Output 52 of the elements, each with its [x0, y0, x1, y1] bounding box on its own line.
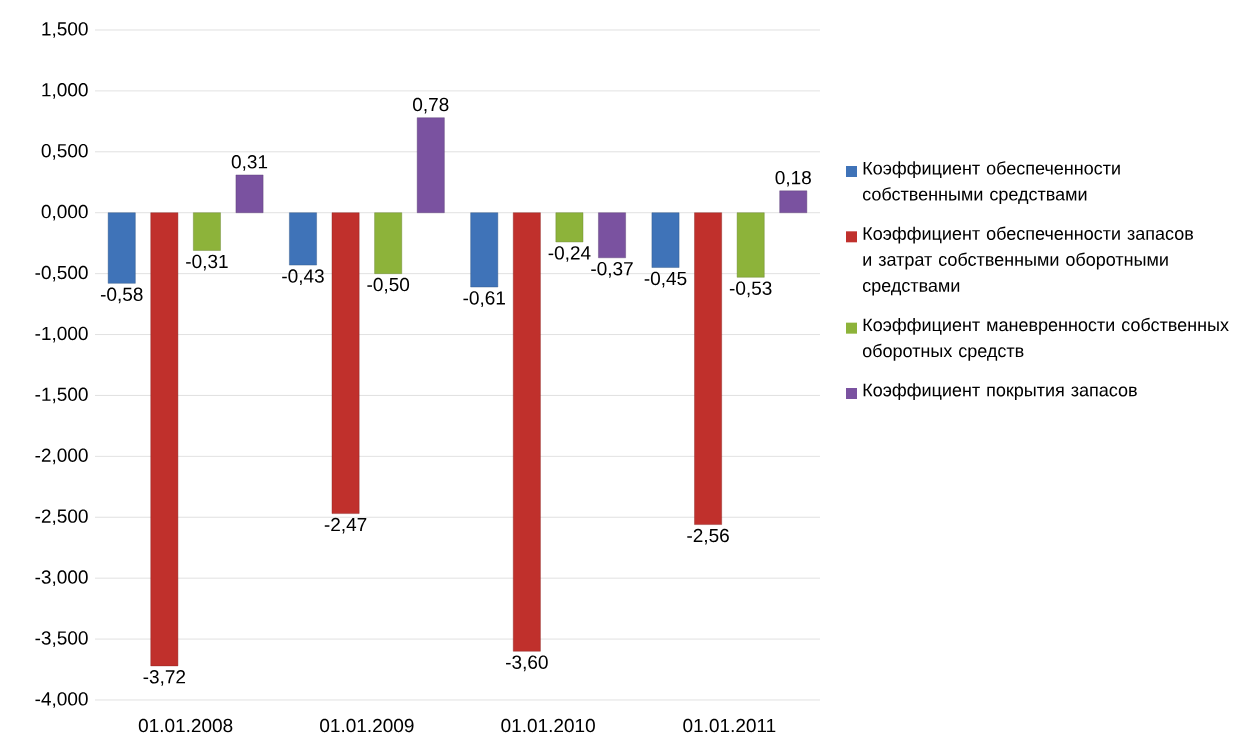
data-label: -0,61	[463, 291, 505, 307]
y-tick-label: -4,000	[35, 692, 88, 708]
y-tick-label: 0,500	[41, 143, 88, 160]
legend-label: Коэффициент покрытия запасов	[863, 383, 1137, 400]
bar	[150, 212, 179, 667]
legend-label: Коэффициент обеспеченности собственными средствами	[862, 161, 1120, 205]
y-tick-label: -1,500	[35, 387, 88, 404]
data-label: -0,24	[548, 246, 591, 262]
bar	[779, 190, 808, 213]
bar	[651, 212, 680, 268]
bar	[107, 212, 136, 284]
bar	[331, 212, 360, 514]
bar	[235, 174, 264, 213]
bar	[470, 212, 499, 288]
bar	[289, 212, 317, 266]
data-label: -0,58	[100, 287, 143, 304]
data-label: -0,43	[282, 269, 324, 285]
y-tick-label: 1,000	[42, 83, 88, 99]
y-tick-label: 1,500	[42, 22, 88, 38]
bar	[416, 117, 445, 213]
bar	[555, 212, 584, 243]
y-tick-label: -1,000	[35, 326, 88, 343]
x-tick-label: 01.01.2009	[320, 718, 414, 733]
bar	[736, 212, 765, 278]
bar	[694, 212, 722, 525]
bar	[513, 212, 541, 652]
data-label: -0,31	[186, 254, 228, 271]
y-tick-label: -2,500	[35, 509, 88, 526]
y-tick-label: -3,000	[35, 570, 88, 587]
data-label: -2,47	[324, 517, 367, 534]
data-label: -0,37	[591, 261, 633, 278]
bar	[598, 212, 626, 258]
x-tick-label: 01.01.2011	[683, 718, 776, 733]
data-label: -0,53	[729, 281, 772, 298]
bar	[193, 212, 221, 251]
y-tick-label: -0,500	[35, 265, 88, 282]
y-tick-label: -2,000	[35, 448, 88, 465]
data-label: 0,31	[231, 155, 268, 171]
x-tick-label: 01.01.2010	[501, 718, 595, 733]
data-label: -3,72	[143, 670, 186, 686]
legend-label: Коэффициент обеспеченности запасов и затрат собственными оборотными средствами	[862, 226, 1194, 296]
y-tick-label: 0,000	[41, 204, 88, 221]
x-tick-label: 01.01.2008	[138, 718, 233, 733]
data-label: -3,60	[506, 655, 548, 672]
data-label: -2,56	[687, 528, 729, 545]
data-label: -0,45	[644, 271, 687, 288]
legend-label: Коэффициент маневренности собственных оборотных средств	[862, 317, 1229, 361]
data-label: -0,50	[367, 277, 410, 294]
bar	[374, 212, 402, 274]
y-tick-label: -3,500	[35, 631, 88, 647]
data-label: 0,78	[413, 97, 449, 114]
data-label: 0,18	[775, 170, 811, 187]
